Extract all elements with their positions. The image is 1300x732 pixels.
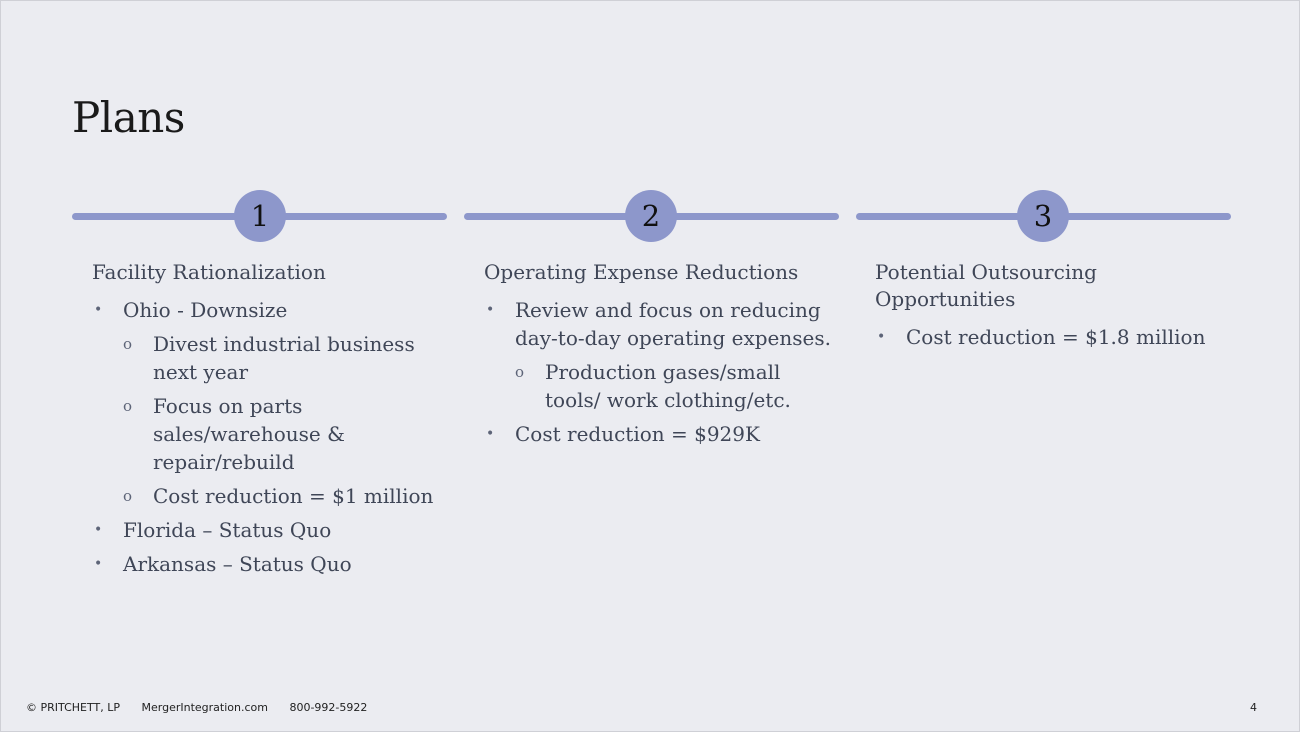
list-item-text: Arkansas – Status Quo <box>123 552 352 576</box>
list-item: • Cost reduction = $929K <box>484 420 834 448</box>
step-number-3: 3 <box>1017 190 1069 242</box>
list-item: • Arkansas – Status Quo <box>92 550 442 578</box>
bullet-circle-icon: o <box>123 487 133 505</box>
sub-bullet-list: o Divest industrial business next year o… <box>123 330 442 510</box>
list-item: • Ohio - Downsize o Divest industrial bu… <box>92 296 442 510</box>
page-number: 4 <box>1250 701 1257 714</box>
step-column-2: Operating Expense Reductions • Review an… <box>484 259 834 454</box>
bullet-circle-icon: o <box>515 363 525 381</box>
bullet-dot-icon: • <box>94 302 103 318</box>
footer-copyright: © PRITCHETT, LP <box>26 701 120 714</box>
sub-list-item: o Production gases/small tools/ work clo… <box>515 358 834 414</box>
sub-list-item-text: Cost reduction = $1 million <box>153 484 434 508</box>
step-number-2: 2 <box>625 190 677 242</box>
bullet-circle-icon: o <box>123 335 133 353</box>
bullet-dot-icon: • <box>486 426 495 442</box>
list-item-text: Ohio - Downsize <box>123 298 288 322</box>
bullet-dot-icon: • <box>94 556 103 572</box>
sub-list-item: o Divest industrial business next year <box>123 330 442 386</box>
bullet-dot-icon: • <box>877 329 886 345</box>
bullet-dot-icon: • <box>94 522 103 538</box>
list-item: • Cost reduction = $1.8 million <box>875 323 1225 351</box>
sub-bullet-list: o Production gases/small tools/ work clo… <box>515 358 834 414</box>
step-column-3: Potential Outsourcing Opportunities • Co… <box>875 259 1225 357</box>
bullet-circle-icon: o <box>123 397 133 415</box>
footer-phone: 800-992-5922 <box>289 701 368 714</box>
footer: © PRITCHETT, LP MergerIntegration.com 80… <box>26 701 385 714</box>
list-item: • Review and focus on reducing day-to-da… <box>484 296 834 414</box>
list-item-text: Cost reduction = $1.8 million <box>906 325 1206 349</box>
sub-list-item-text: Divest industrial business next year <box>153 332 415 384</box>
page-title: Plans <box>72 93 185 142</box>
step-column-1: Facility Rationalization • Ohio - Downsi… <box>92 259 442 584</box>
footer-website: MergerIntegration.com <box>141 701 268 714</box>
bullet-list: • Ohio - Downsize o Divest industrial bu… <box>92 296 442 578</box>
step-heading: Potential Outsourcing Opportunities <box>875 260 1097 311</box>
step-heading: Operating Expense Reductions <box>484 260 799 284</box>
sub-list-item-text: Focus on parts sales/warehouse & repair/… <box>153 394 345 474</box>
list-item-text: Review and focus on reducing day-to-day … <box>515 298 831 350</box>
bullet-dot-icon: • <box>486 302 495 318</box>
sub-list-item: o Focus on parts sales/warehouse & repai… <box>123 392 442 476</box>
list-item-text: Florida – Status Quo <box>123 518 332 542</box>
sub-list-item: o Cost reduction = $1 million <box>123 482 442 510</box>
list-item: • Florida – Status Quo <box>92 516 442 544</box>
sub-list-item-text: Production gases/small tools/ work cloth… <box>545 360 791 412</box>
step-number-1: 1 <box>234 190 286 242</box>
step-heading: Facility Rationalization <box>92 260 326 284</box>
bullet-list: • Cost reduction = $1.8 million <box>875 323 1225 351</box>
bullet-list: • Review and focus on reducing day-to-da… <box>484 296 834 448</box>
list-item-text: Cost reduction = $929K <box>515 422 760 446</box>
